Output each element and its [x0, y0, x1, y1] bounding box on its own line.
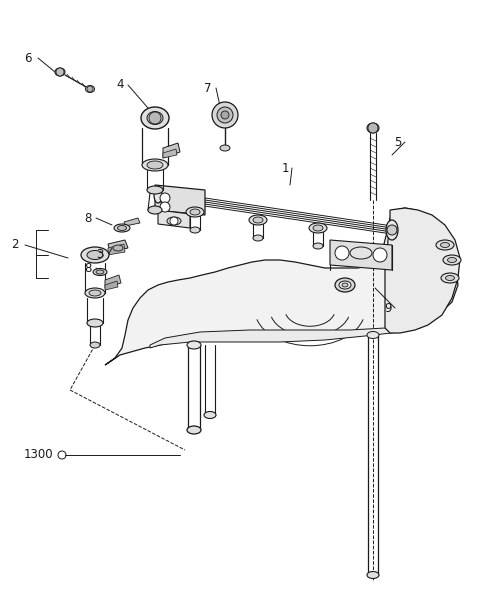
Ellipse shape — [447, 258, 456, 262]
Ellipse shape — [367, 123, 379, 133]
Ellipse shape — [253, 217, 263, 223]
Ellipse shape — [350, 247, 372, 259]
Text: 9: 9 — [384, 301, 392, 314]
Ellipse shape — [87, 319, 103, 327]
Ellipse shape — [436, 240, 454, 250]
Ellipse shape — [96, 270, 104, 274]
Ellipse shape — [313, 243, 323, 249]
Polygon shape — [150, 318, 430, 348]
Ellipse shape — [90, 342, 100, 348]
Ellipse shape — [141, 107, 169, 129]
Circle shape — [335, 246, 349, 260]
Ellipse shape — [114, 224, 130, 232]
Circle shape — [87, 86, 93, 92]
Ellipse shape — [85, 85, 95, 93]
Ellipse shape — [335, 278, 355, 292]
Polygon shape — [163, 149, 177, 158]
Ellipse shape — [93, 269, 107, 275]
Circle shape — [373, 248, 387, 262]
Text: 1300: 1300 — [23, 448, 53, 462]
Ellipse shape — [148, 206, 162, 214]
Polygon shape — [105, 281, 118, 290]
Ellipse shape — [187, 341, 201, 349]
Ellipse shape — [441, 242, 449, 247]
Ellipse shape — [386, 220, 398, 240]
Ellipse shape — [367, 571, 379, 579]
Text: 7: 7 — [204, 82, 212, 94]
Ellipse shape — [249, 215, 267, 225]
Polygon shape — [108, 244, 125, 255]
Polygon shape — [108, 240, 128, 252]
Text: 4: 4 — [116, 79, 124, 91]
Circle shape — [149, 112, 161, 124]
Ellipse shape — [309, 223, 327, 233]
Circle shape — [212, 102, 238, 128]
Polygon shape — [155, 185, 205, 215]
Polygon shape — [158, 210, 190, 228]
Ellipse shape — [167, 217, 181, 225]
Ellipse shape — [339, 281, 351, 289]
Text: 8: 8 — [84, 261, 92, 275]
Ellipse shape — [118, 225, 127, 230]
Text: 8: 8 — [84, 211, 92, 225]
Polygon shape — [105, 275, 121, 288]
Ellipse shape — [443, 255, 461, 265]
Ellipse shape — [147, 161, 163, 169]
Ellipse shape — [313, 225, 323, 231]
Circle shape — [387, 225, 397, 235]
Polygon shape — [330, 240, 392, 270]
Ellipse shape — [445, 275, 455, 281]
Ellipse shape — [113, 245, 123, 251]
Circle shape — [368, 123, 378, 133]
Ellipse shape — [55, 68, 65, 76]
Ellipse shape — [441, 273, 459, 283]
Ellipse shape — [186, 207, 204, 217]
Circle shape — [217, 107, 233, 123]
Ellipse shape — [204, 412, 216, 418]
Polygon shape — [124, 218, 140, 226]
Ellipse shape — [342, 283, 348, 287]
Ellipse shape — [87, 250, 103, 259]
Circle shape — [56, 68, 64, 76]
Ellipse shape — [89, 290, 101, 296]
Ellipse shape — [253, 235, 263, 241]
Text: 2: 2 — [11, 239, 19, 252]
Circle shape — [160, 193, 170, 203]
Text: 3: 3 — [96, 248, 104, 261]
Ellipse shape — [187, 426, 201, 434]
Text: 1: 1 — [281, 161, 289, 175]
Ellipse shape — [154, 187, 162, 203]
Ellipse shape — [190, 227, 200, 233]
Circle shape — [221, 111, 229, 119]
Ellipse shape — [81, 247, 109, 263]
Ellipse shape — [147, 186, 163, 194]
Ellipse shape — [85, 288, 105, 298]
Ellipse shape — [190, 209, 200, 215]
Polygon shape — [105, 208, 458, 365]
Ellipse shape — [367, 331, 379, 339]
Text: 5: 5 — [394, 135, 402, 149]
Text: 6: 6 — [24, 52, 32, 65]
Circle shape — [170, 217, 178, 225]
Ellipse shape — [220, 145, 230, 151]
Polygon shape — [385, 208, 460, 333]
Circle shape — [160, 202, 170, 212]
Ellipse shape — [147, 111, 163, 124]
Polygon shape — [163, 143, 180, 158]
Ellipse shape — [142, 159, 168, 171]
